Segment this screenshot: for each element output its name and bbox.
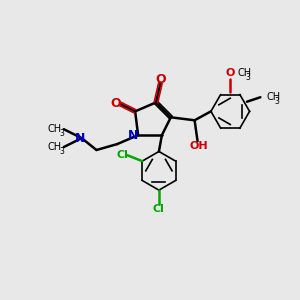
Text: CH: CH xyxy=(48,142,62,152)
Text: Cl: Cl xyxy=(116,150,128,160)
Text: O: O xyxy=(226,68,235,78)
Text: CH: CH xyxy=(267,92,281,102)
Text: 3: 3 xyxy=(60,129,65,138)
Text: O: O xyxy=(155,73,166,86)
Text: OH: OH xyxy=(190,141,208,152)
Text: N: N xyxy=(128,129,138,142)
Text: 3: 3 xyxy=(246,73,250,82)
Text: CH: CH xyxy=(238,68,252,78)
Text: 3: 3 xyxy=(60,147,65,156)
Text: 3: 3 xyxy=(274,97,279,106)
Text: Cl: Cl xyxy=(153,204,165,214)
Text: N: N xyxy=(75,132,85,145)
Text: O: O xyxy=(110,98,121,110)
Text: CH: CH xyxy=(48,124,62,134)
